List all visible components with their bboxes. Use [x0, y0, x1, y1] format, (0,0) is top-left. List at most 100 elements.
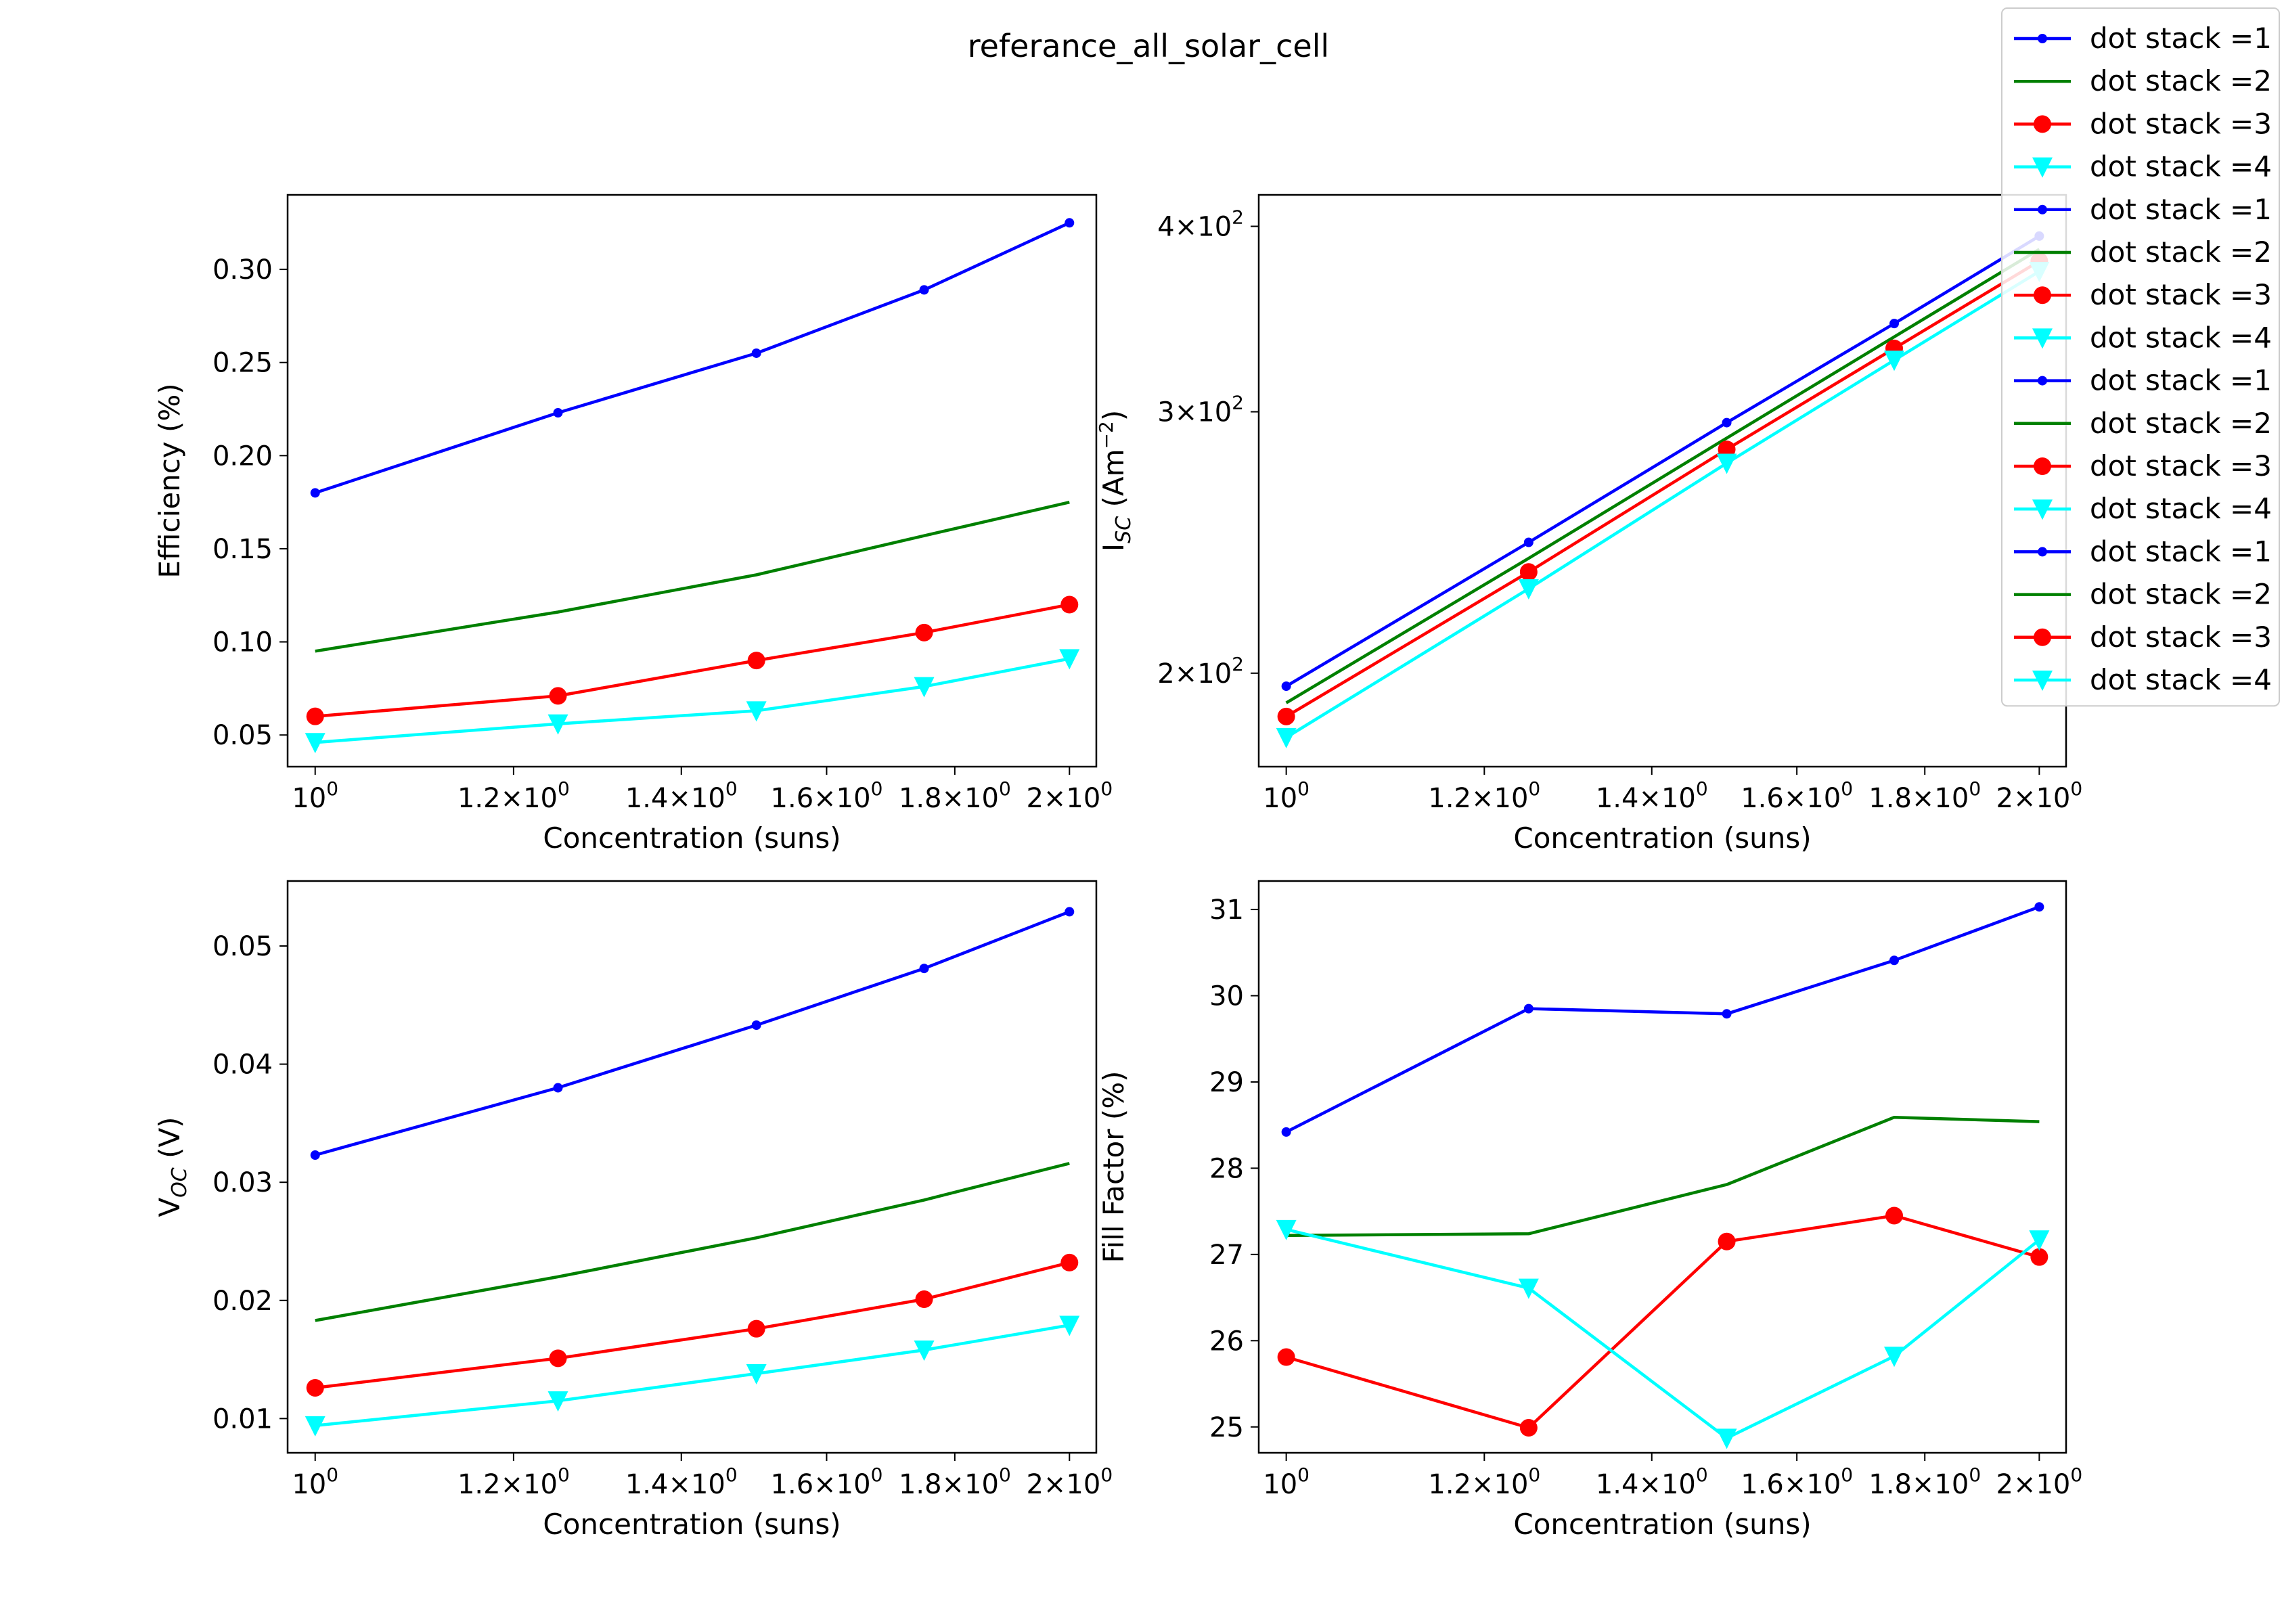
- y-axis-label: Efficiency (%): [153, 383, 186, 578]
- series-line: [1285, 905, 2040, 1133]
- x-tick-label-exp: 0: [1528, 1464, 1540, 1486]
- x-axis-label: Concentration (suns): [1513, 821, 1811, 855]
- marker-triangle: [305, 733, 326, 754]
- marker-circle: [2034, 457, 2051, 475]
- x-tick-label-base: 1.8×10: [1868, 783, 1969, 814]
- y-axis-label: VOC (V): [153, 1116, 192, 1217]
- x-tick-label: 1.6×100: [771, 777, 883, 814]
- marker-circle: [549, 1349, 567, 1368]
- y-label-rest: (V): [153, 1116, 186, 1167]
- y-tick-label: 25: [1209, 1412, 1244, 1443]
- marker-triangle: [1059, 1315, 1080, 1336]
- series-1: [1281, 231, 2044, 692]
- series-line: [314, 221, 1071, 495]
- legend-entry: dot stack =4: [2014, 492, 2272, 525]
- y-tick-label-base: 4×10: [1157, 211, 1232, 242]
- legend-entry: dot stack =1: [2014, 535, 2272, 568]
- x-tick-label-base: 1.6×10: [1741, 1469, 1841, 1500]
- y-label-rest: (Am: [1097, 449, 1130, 516]
- subplot-3: 100 1.2×100 1.4×100 1.6×100 1.8×100 2×1000.01…: [153, 880, 1113, 1541]
- y-label-sub: SC: [1112, 516, 1136, 543]
- legend-label: dot stack =1: [2090, 22, 2272, 55]
- y-tick-label-base: 0.25: [212, 348, 273, 379]
- marker-dot: [919, 285, 929, 295]
- x-tick-label-exp: 0: [2070, 1464, 2082, 1486]
- series-1: [310, 218, 1075, 498]
- y-tick-label: 0.25: [212, 348, 273, 379]
- y-tick-label-base: 25: [1209, 1412, 1244, 1443]
- y-tick-label-exp: 2: [1232, 653, 1244, 675]
- y-tick-label-base: 0.03: [212, 1167, 273, 1198]
- marker-circle: [1060, 1253, 1079, 1271]
- legend-label: dot stack =3: [2090, 278, 2272, 311]
- marker-triangle: [2032, 328, 2053, 349]
- y-tick-label: 0.04: [212, 1050, 273, 1081]
- x-tick-label-base: 2×10: [1996, 783, 2071, 814]
- legend-label: dot stack =2: [2090, 64, 2272, 97]
- x-tick-label: 1.4×100: [1596, 777, 1708, 814]
- y-tick-label-base: 0.15: [212, 534, 273, 565]
- legend-entry: dot stack =2: [2014, 578, 2272, 611]
- marker-dot: [1523, 537, 1533, 547]
- x-axis-label: Concentration (suns): [1513, 1508, 1811, 1541]
- y-tick-label: 28: [1209, 1153, 1244, 1184]
- x-tick-label-base: 10: [1263, 783, 1297, 814]
- x-tick-label-base: 10: [1263, 1469, 1297, 1500]
- series-line: [1285, 259, 2040, 718]
- marker-circle: [915, 623, 933, 641]
- marker-dot: [1889, 955, 1900, 966]
- series-4: [305, 649, 1080, 754]
- legend-entry: dot stack =4: [2014, 663, 2272, 696]
- marker-triangle: [914, 677, 935, 698]
- x-tick-label: 100: [292, 1464, 338, 1500]
- legend-label: dot stack =1: [2090, 364, 2272, 397]
- y-tick-label-base: 0.01: [212, 1403, 273, 1435]
- legend-label: dot stack =3: [2090, 107, 2272, 140]
- marker-triangle: [1276, 1219, 1297, 1240]
- subplot-4: 100 1.2×100 1.4×100 1.6×100 1.8×100 2×1002526…: [1097, 880, 2082, 1541]
- x-tick-label-base: 1.2×10: [457, 1469, 558, 1500]
- marker-dot: [553, 1083, 563, 1093]
- legend-label: dot stack =4: [2090, 321, 2272, 354]
- y-tick-label-base: 3×10: [1157, 397, 1232, 428]
- legend-entry: dot stack =3: [2014, 278, 2272, 311]
- marker-dot: [1523, 1003, 1533, 1014]
- y-tick-label-base: 0.05: [212, 720, 273, 751]
- marker-triangle: [1518, 579, 1539, 600]
- x-tick-label: 1.4×100: [625, 777, 738, 814]
- y-tick-label: 30: [1209, 981, 1244, 1012]
- y-tick-label-base: 0.04: [212, 1050, 273, 1081]
- series-line: [315, 1261, 1070, 1390]
- x-tick-label-exp: 0: [1100, 1464, 1113, 1486]
- legend-entry: dot stack =4: [2014, 150, 2272, 183]
- y-tick-label: 27: [1209, 1240, 1244, 1271]
- legend-label: dot stack =2: [2090, 578, 2272, 611]
- marker-triangle: [2032, 671, 2053, 691]
- y-tick-label-base: 0.20: [212, 441, 273, 472]
- x-tick-label-exp: 0: [871, 1464, 883, 1486]
- series-line: [1286, 1227, 2040, 1440]
- x-tick-label-exp: 0: [326, 1464, 338, 1486]
- axes-frame: [1257, 880, 2067, 1454]
- y-tick-label-base: 0.30: [212, 254, 273, 286]
- x-tick-label-base: 1.4×10: [625, 1469, 725, 1500]
- y-tick-label: 0.02: [212, 1286, 273, 1317]
- x-tick-label-base: 2×10: [1026, 783, 1100, 814]
- y-tick-label: 26: [1209, 1326, 1244, 1357]
- series-4: [1276, 1219, 2050, 1449]
- x-tick-label-exp: 0: [725, 1464, 738, 1486]
- marker-dot: [919, 964, 929, 974]
- y-label-main: I: [1097, 543, 1130, 551]
- legend: dot stack =1 dot stack =2 dot stack =3 dot …: [2001, 7, 2280, 707]
- x-tick-label-base: 1.4×10: [1596, 1469, 1696, 1500]
- y-label-main: V: [153, 1198, 186, 1217]
- x-tick-label-base: 10: [292, 1469, 326, 1500]
- x-tick-label-exp: 0: [999, 777, 1011, 800]
- legend-entry: dot stack =1: [2014, 364, 2272, 397]
- x-tick-label-base: 1.2×10: [1428, 783, 1528, 814]
- marker-dot: [1281, 1127, 1291, 1137]
- marker-circle: [2030, 1248, 2048, 1266]
- marker-dot: [553, 408, 563, 418]
- y-tick-label: 2×102: [1157, 653, 1244, 690]
- marker-triangle: [1716, 1428, 1737, 1449]
